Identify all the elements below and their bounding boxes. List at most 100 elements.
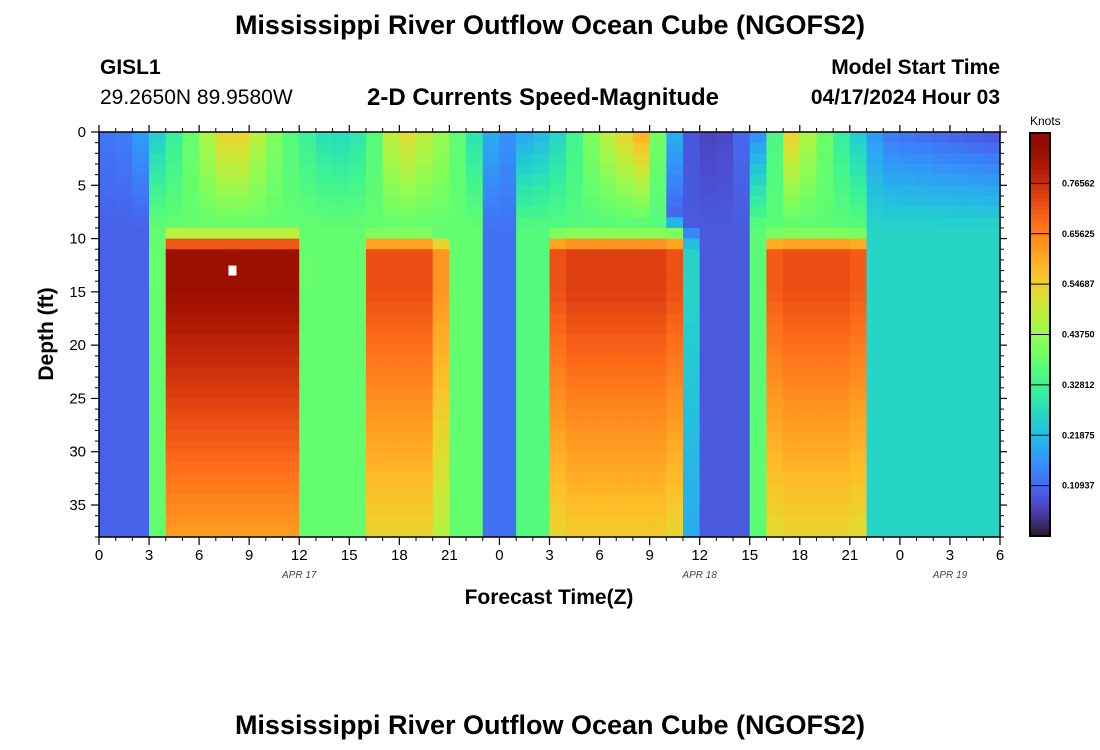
heatmap-cell <box>799 185 818 197</box>
heatmap-cell <box>282 132 300 144</box>
heatmap-cell <box>365 526 384 538</box>
heatmap-cell <box>282 249 300 261</box>
heatmap-cell <box>432 334 450 346</box>
colorbar-tick-label: 0.76562 <box>1062 178 1095 188</box>
heatmap-cell <box>582 355 601 368</box>
heatmap-cell <box>482 259 501 272</box>
heatmap-cell <box>682 238 701 250</box>
heatmap-cell <box>632 355 651 368</box>
heatmap-cell <box>449 281 467 293</box>
heatmap-cell <box>449 515 467 527</box>
heatmap-cell <box>566 174 584 186</box>
heatmap-cell <box>165 345 184 357</box>
heatmap-cell <box>516 377 534 389</box>
date-label: APR 17 <box>281 570 317 581</box>
heatmap-cell <box>99 334 117 346</box>
heatmap-cell <box>499 174 517 186</box>
heatmap-cell <box>399 185 417 197</box>
heatmap-cell <box>315 259 334 272</box>
heatmap-cell <box>466 345 484 357</box>
heatmap-cell <box>566 419 584 432</box>
heatmap-cell <box>199 441 217 453</box>
heatmap-cell <box>816 163 834 176</box>
heatmap-cell <box>582 505 601 517</box>
heatmap-cell <box>883 206 901 218</box>
heatmap-cell <box>716 366 734 378</box>
heatmap-cell <box>582 291 601 304</box>
colorbar-segment <box>1030 185 1050 191</box>
heatmap-cell <box>682 227 701 240</box>
heatmap-cell <box>816 313 834 325</box>
heatmap-cell <box>899 291 918 304</box>
heatmap-cell <box>332 259 350 272</box>
heatmap-cell <box>666 483 684 495</box>
heatmap-cell <box>416 387 434 400</box>
heatmap-cell <box>365 217 384 229</box>
heatmap-cell <box>182 526 200 538</box>
heatmap-cell <box>866 206 884 218</box>
heatmap-cell <box>99 291 117 304</box>
heatmap-cell <box>399 132 417 144</box>
heatmap-cell <box>399 451 417 463</box>
heatmap-cell <box>783 153 801 165</box>
heatmap-cell <box>416 163 434 176</box>
heatmap-cell <box>816 387 834 400</box>
heatmap-cell <box>749 451 768 463</box>
heatmap-cell <box>149 526 167 538</box>
heatmap-cell <box>699 377 717 389</box>
heatmap-cell <box>883 163 901 176</box>
heatmap-cell <box>716 409 734 421</box>
heatmap-cell <box>299 345 317 357</box>
heatmap-cell <box>566 387 584 400</box>
heatmap-cell <box>849 259 868 272</box>
colorbar-segment <box>1030 451 1050 456</box>
y-tick-label: 35 <box>69 497 86 514</box>
heatmap-cell <box>249 334 267 346</box>
heatmap-cell <box>666 398 684 410</box>
heatmap-cell <box>99 281 117 293</box>
heatmap-cell <box>382 355 400 368</box>
heatmap-cell <box>466 419 484 432</box>
heatmap-cell <box>933 419 951 432</box>
heatmap-cell <box>949 419 968 432</box>
heatmap-cell <box>933 334 951 346</box>
heatmap-cell <box>849 227 868 240</box>
heatmap-cell <box>649 302 667 314</box>
heatmap-cell <box>315 174 334 186</box>
heatmap-cell <box>499 355 517 368</box>
heatmap-cell <box>966 227 984 240</box>
heatmap-cell <box>315 153 334 165</box>
heatmap-cell <box>733 430 751 442</box>
heatmap-cell <box>416 174 434 186</box>
heatmap-cell <box>966 366 984 378</box>
heatmap-cell <box>632 163 651 176</box>
heatmap-cell <box>466 163 484 176</box>
heatmap-cell <box>416 323 434 336</box>
heatmap-cell <box>949 366 968 378</box>
heatmap-cell <box>132 483 150 495</box>
heatmap-cell <box>766 291 784 304</box>
heatmap-cell <box>883 270 901 282</box>
colorbar-segment <box>1030 145 1050 150</box>
heatmap-cell <box>416 238 434 250</box>
colorbar-segment <box>1030 366 1050 372</box>
heatmap-cell <box>783 281 801 293</box>
heatmap-cell <box>983 366 1001 378</box>
heatmap-cell <box>416 430 434 442</box>
heatmap-cell <box>749 409 768 421</box>
heatmap-cell <box>849 334 868 346</box>
heatmap-cell <box>182 185 200 197</box>
heatmap-cell <box>566 132 584 144</box>
heatmap-cell <box>833 409 851 421</box>
heatmap-cell <box>549 462 567 474</box>
heatmap-cell <box>232 163 250 176</box>
heatmap-cell <box>249 473 267 485</box>
heatmap-cell <box>899 132 918 144</box>
heatmap-cell <box>365 419 384 432</box>
colorbar-segment <box>1030 390 1050 396</box>
heatmap-cell <box>949 185 968 197</box>
heatmap-cell <box>816 377 834 389</box>
heatmap-cell <box>482 334 501 346</box>
heatmap-cell <box>382 473 400 485</box>
heatmap-cell <box>482 451 501 463</box>
